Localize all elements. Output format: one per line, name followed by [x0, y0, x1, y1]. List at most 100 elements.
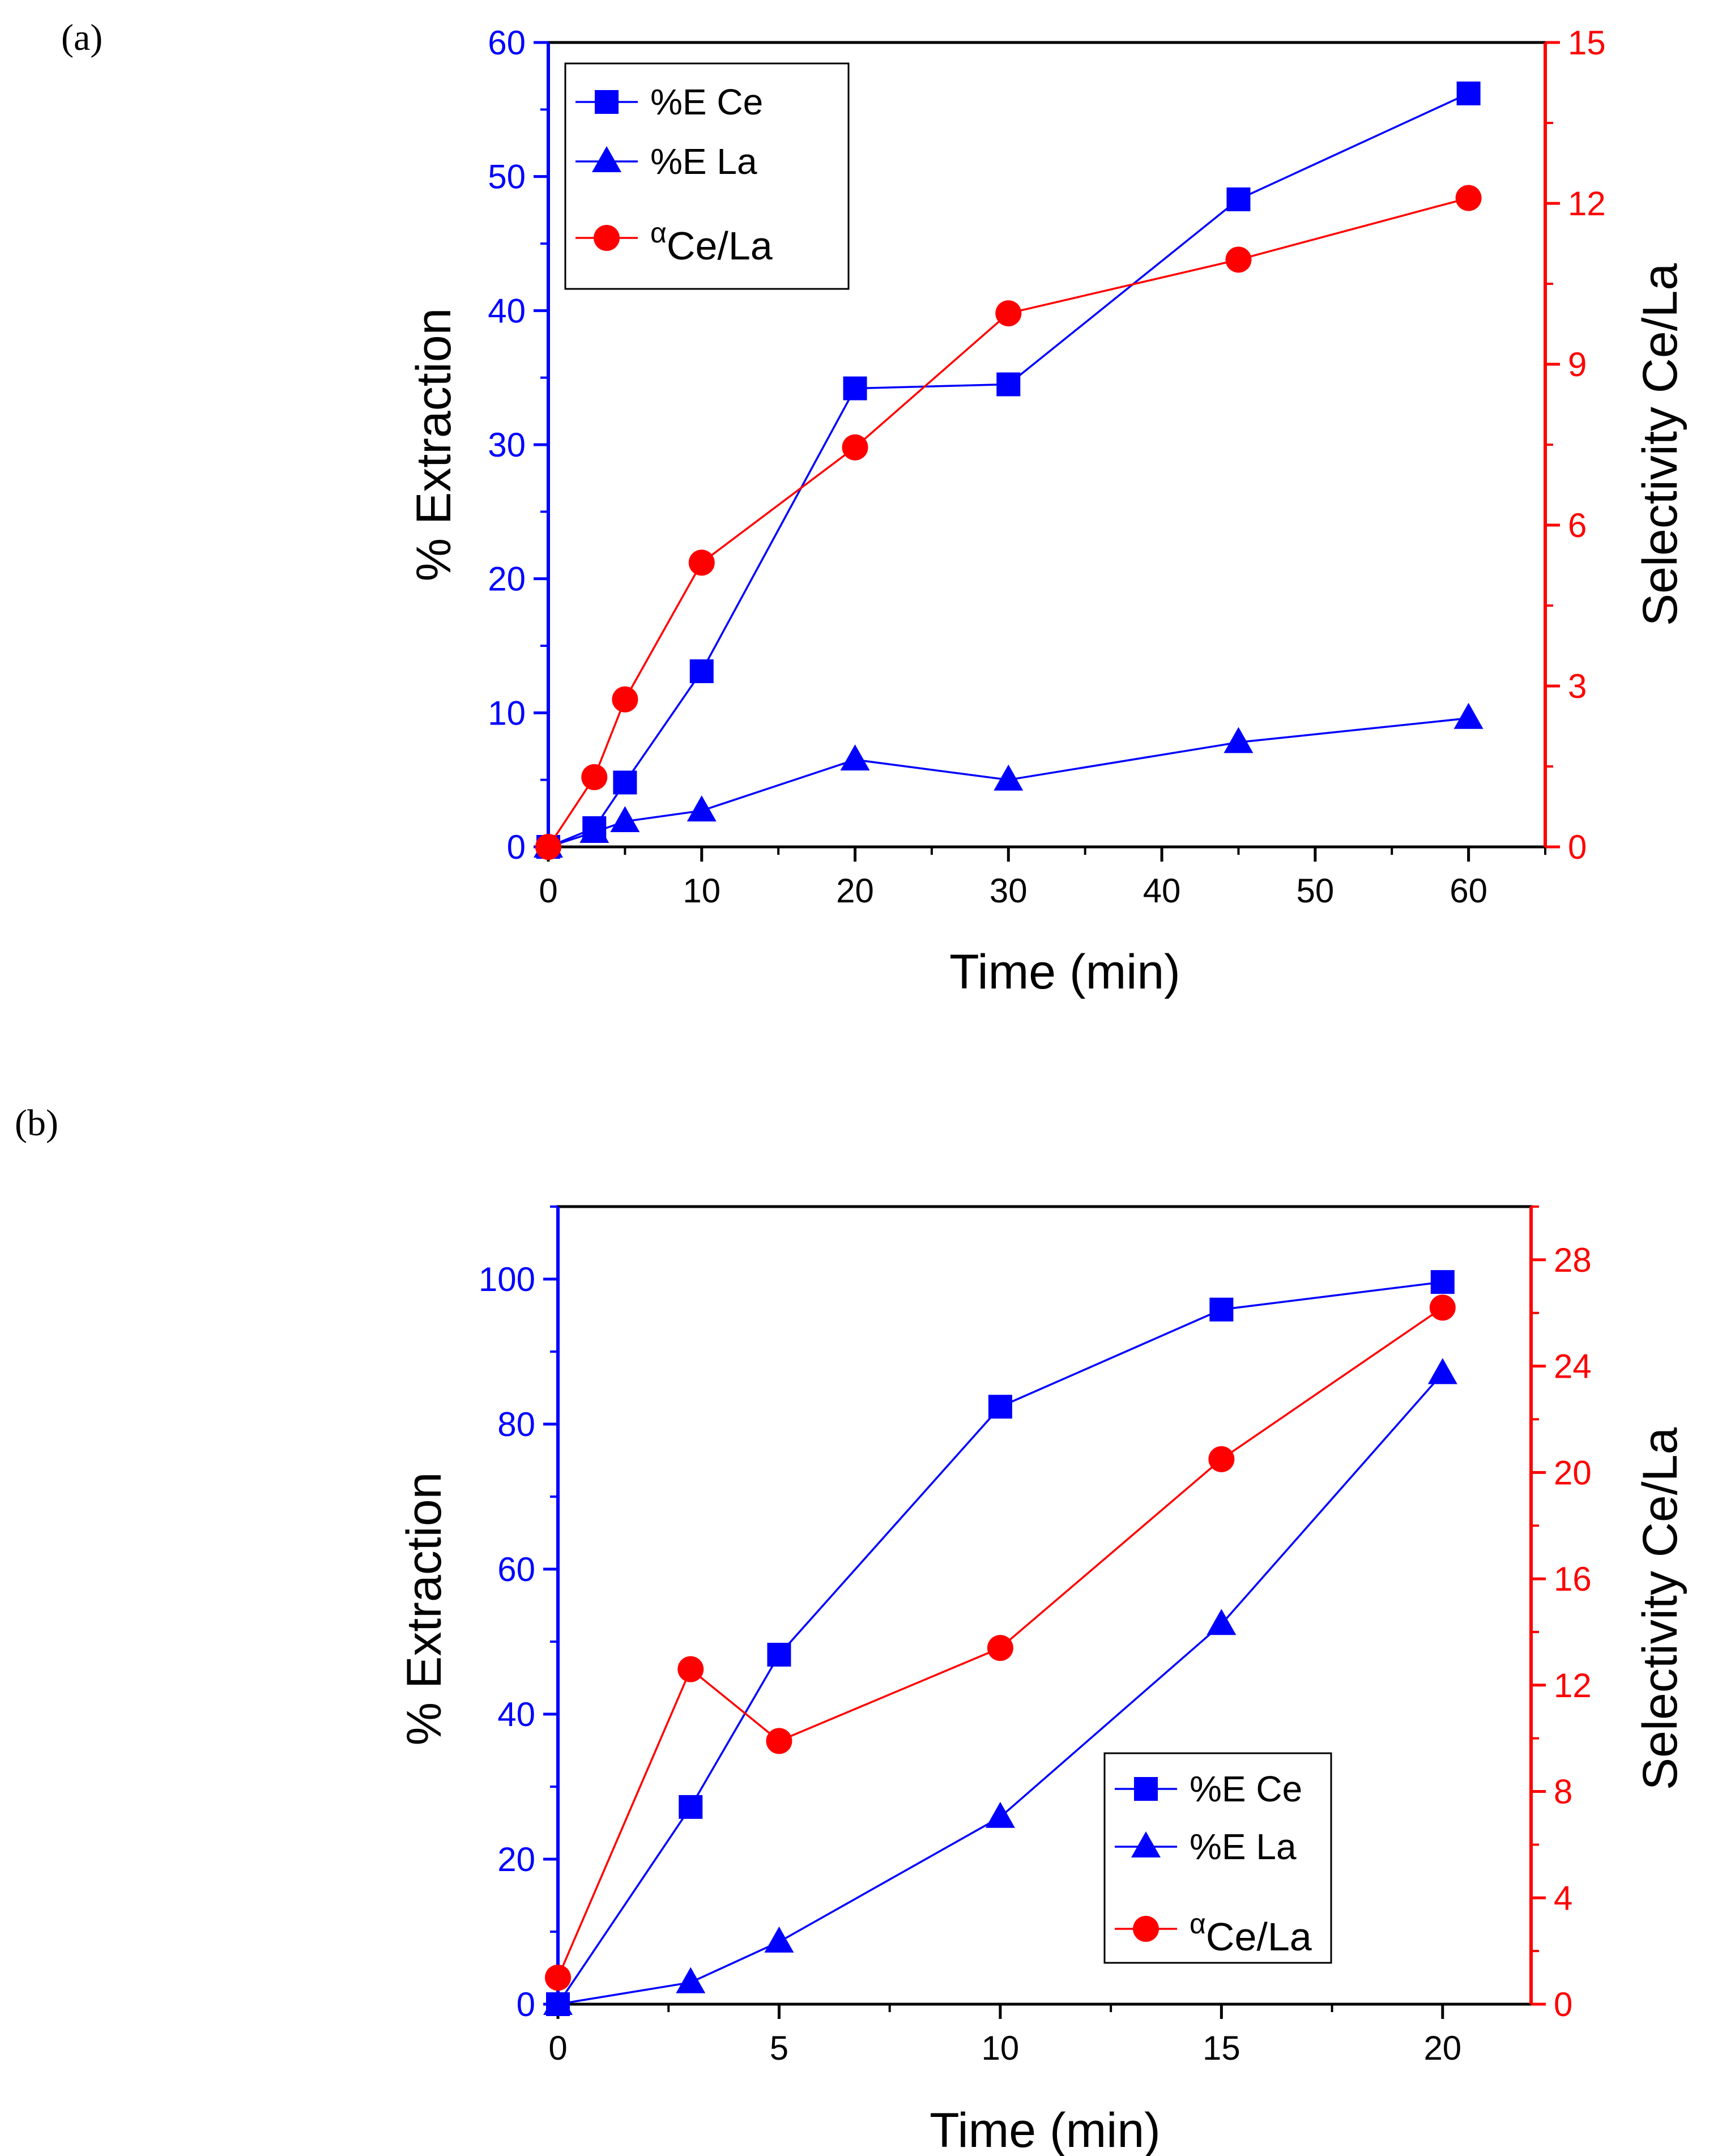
data-point-circle [995, 300, 1022, 327]
y-tick-label: 60 [497, 1550, 535, 1588]
x-tick-label: 30 [990, 872, 1028, 910]
y2-tick-label: 8 [1554, 1773, 1572, 1811]
y2-tick-label: 28 [1554, 1241, 1592, 1279]
data-point-circle [1208, 1446, 1235, 1472]
y-tick-label: 30 [488, 426, 526, 464]
data-point-square [1456, 81, 1481, 105]
data-point-square [1209, 1297, 1234, 1322]
y-tick-label: 50 [488, 158, 526, 196]
legend-label-la: %E La [1190, 1826, 1297, 1867]
data-point-triangle [1224, 727, 1254, 753]
data-point-circle [766, 1728, 792, 1754]
y-axis-title-b: % Extraction [397, 1472, 451, 1746]
x-axis-title-b: Time (min) [930, 2103, 1161, 2156]
data-point-triangle [1427, 1358, 1457, 1384]
series-line-circle [557, 1306, 1443, 1978]
y2-tick-label: 24 [1554, 1348, 1592, 1386]
y-tick-label: 20 [497, 1840, 535, 1878]
y2-tick-label: 16 [1554, 1560, 1592, 1598]
panel-label-a: (a) [61, 17, 103, 58]
legend-alpha-subscript: Ce/La [1206, 1915, 1312, 1959]
y2-tick-label: 3 [1568, 667, 1587, 705]
data-point-triangle [610, 806, 640, 833]
data-point-circle [1429, 1294, 1456, 1321]
y2-tick-label: 12 [1568, 185, 1606, 223]
legend-alpha-symbol: α [1190, 1908, 1206, 1940]
chart-panel-a: (a) 0 10 20 30 40 50 60 0 10 20 30 40 50 60 0 3 6 9 12 15 T… [61, 17, 1687, 999]
y2-tick-label: 15 [1568, 24, 1606, 62]
legend-b: %E Ce %E La αCe/La [1103, 1752, 1332, 1964]
data-point-circle [688, 549, 715, 576]
x-tick-label: 50 [1296, 872, 1334, 910]
y-tick-label: 20 [488, 560, 526, 598]
x-tick-label: 0 [539, 872, 557, 910]
legend-a: %E Ce %E La αCe/La [564, 62, 850, 290]
y-tick-label: 80 [497, 1405, 535, 1443]
legend-alpha-symbol: α [650, 217, 667, 249]
series-line-circle [547, 197, 1469, 847]
data-point-square [996, 372, 1021, 397]
x-axis-title-a: Time (min) [949, 945, 1180, 999]
data-point-triangle [687, 795, 717, 822]
legend-label-alpha: αCe/La [1190, 1908, 1312, 1959]
data-point-square [679, 1795, 703, 1819]
legend-marker-triangle [1131, 1831, 1161, 1857]
x-tick-label: 20 [836, 872, 874, 910]
y-tick-label: 0 [507, 828, 526, 866]
legend-marker-circle [1133, 1916, 1159, 1942]
series-line-triangle [557, 1373, 1444, 2005]
x-tick-label: 15 [1203, 2029, 1240, 2067]
y2-tick-label: 6 [1568, 506, 1587, 544]
legend-label-alpha: αCe/La [650, 217, 773, 268]
y2-tick-label: 12 [1554, 1667, 1592, 1705]
x-tick-label: 40 [1143, 872, 1181, 910]
panel-label-b: (b) [15, 1102, 58, 1144]
data-point-triangle [676, 1967, 706, 1993]
x-tick-label: 0 [548, 2029, 567, 2067]
data-point-triangle [543, 1989, 573, 2015]
legend-label-ce: %E Ce [1190, 1769, 1302, 1809]
y-tick-label: 60 [488, 24, 526, 62]
data-point-circle [1225, 246, 1252, 273]
data-point-circle [545, 1965, 571, 1991]
data-point-triangle [579, 816, 609, 843]
legend-marker-triangle [592, 146, 621, 172]
y2-tick-label: 0 [1568, 828, 1587, 866]
y2-tick-label: 9 [1568, 346, 1587, 384]
y-tick-label: 0 [517, 1985, 535, 2023]
x-tick-label: 60 [1450, 872, 1487, 910]
legend-alpha-subscript: Ce/La [667, 224, 773, 268]
legend-marker-square [595, 90, 619, 114]
data-point-square [843, 376, 867, 400]
data-point-square [1226, 187, 1251, 211]
data-point-circle [842, 434, 868, 461]
y2-tick-label: 0 [1554, 1985, 1572, 2023]
y-tick-label: 40 [488, 292, 526, 330]
data-point-triangle [764, 1926, 794, 1953]
y2-axis-title-a: Selectivity Ce/La [1633, 263, 1687, 627]
legend-label-ce: %E Ce [650, 82, 763, 122]
legend-marker-circle [594, 225, 620, 251]
y-axis-title-a: % Extraction [407, 308, 461, 582]
data-point-triangle [1207, 1609, 1237, 1635]
data-point-circle [612, 686, 638, 713]
y-tick-label: 100 [479, 1260, 535, 1298]
data-point-triangle [985, 1801, 1015, 1828]
chart-panel-b: (b) 0 5 10 15 20 0 20 40 60 80 100 0 4 8 12 16 20 24 28 Ti… [15, 1102, 1687, 2156]
y2-tick-label: 4 [1554, 1879, 1572, 1917]
y-tick-label: 40 [497, 1695, 535, 1733]
plot-frame-b [556, 1205, 1533, 2006]
x-tick-label: 20 [1423, 2029, 1461, 2067]
y2-tick-label: 20 [1554, 1454, 1592, 1492]
data-point-square [613, 770, 637, 795]
data-point-square [1430, 1270, 1455, 1294]
data-point-triangle [1453, 702, 1483, 729]
data-point-circle [535, 834, 561, 860]
data-point-square [689, 659, 714, 683]
data-point-triangle [994, 764, 1024, 791]
data-point-triangle [840, 744, 870, 771]
data-point-square [767, 1643, 791, 1667]
x-tick-label: 10 [683, 872, 721, 910]
data-point-circle [677, 1656, 704, 1682]
y-tick-label: 10 [488, 694, 526, 732]
